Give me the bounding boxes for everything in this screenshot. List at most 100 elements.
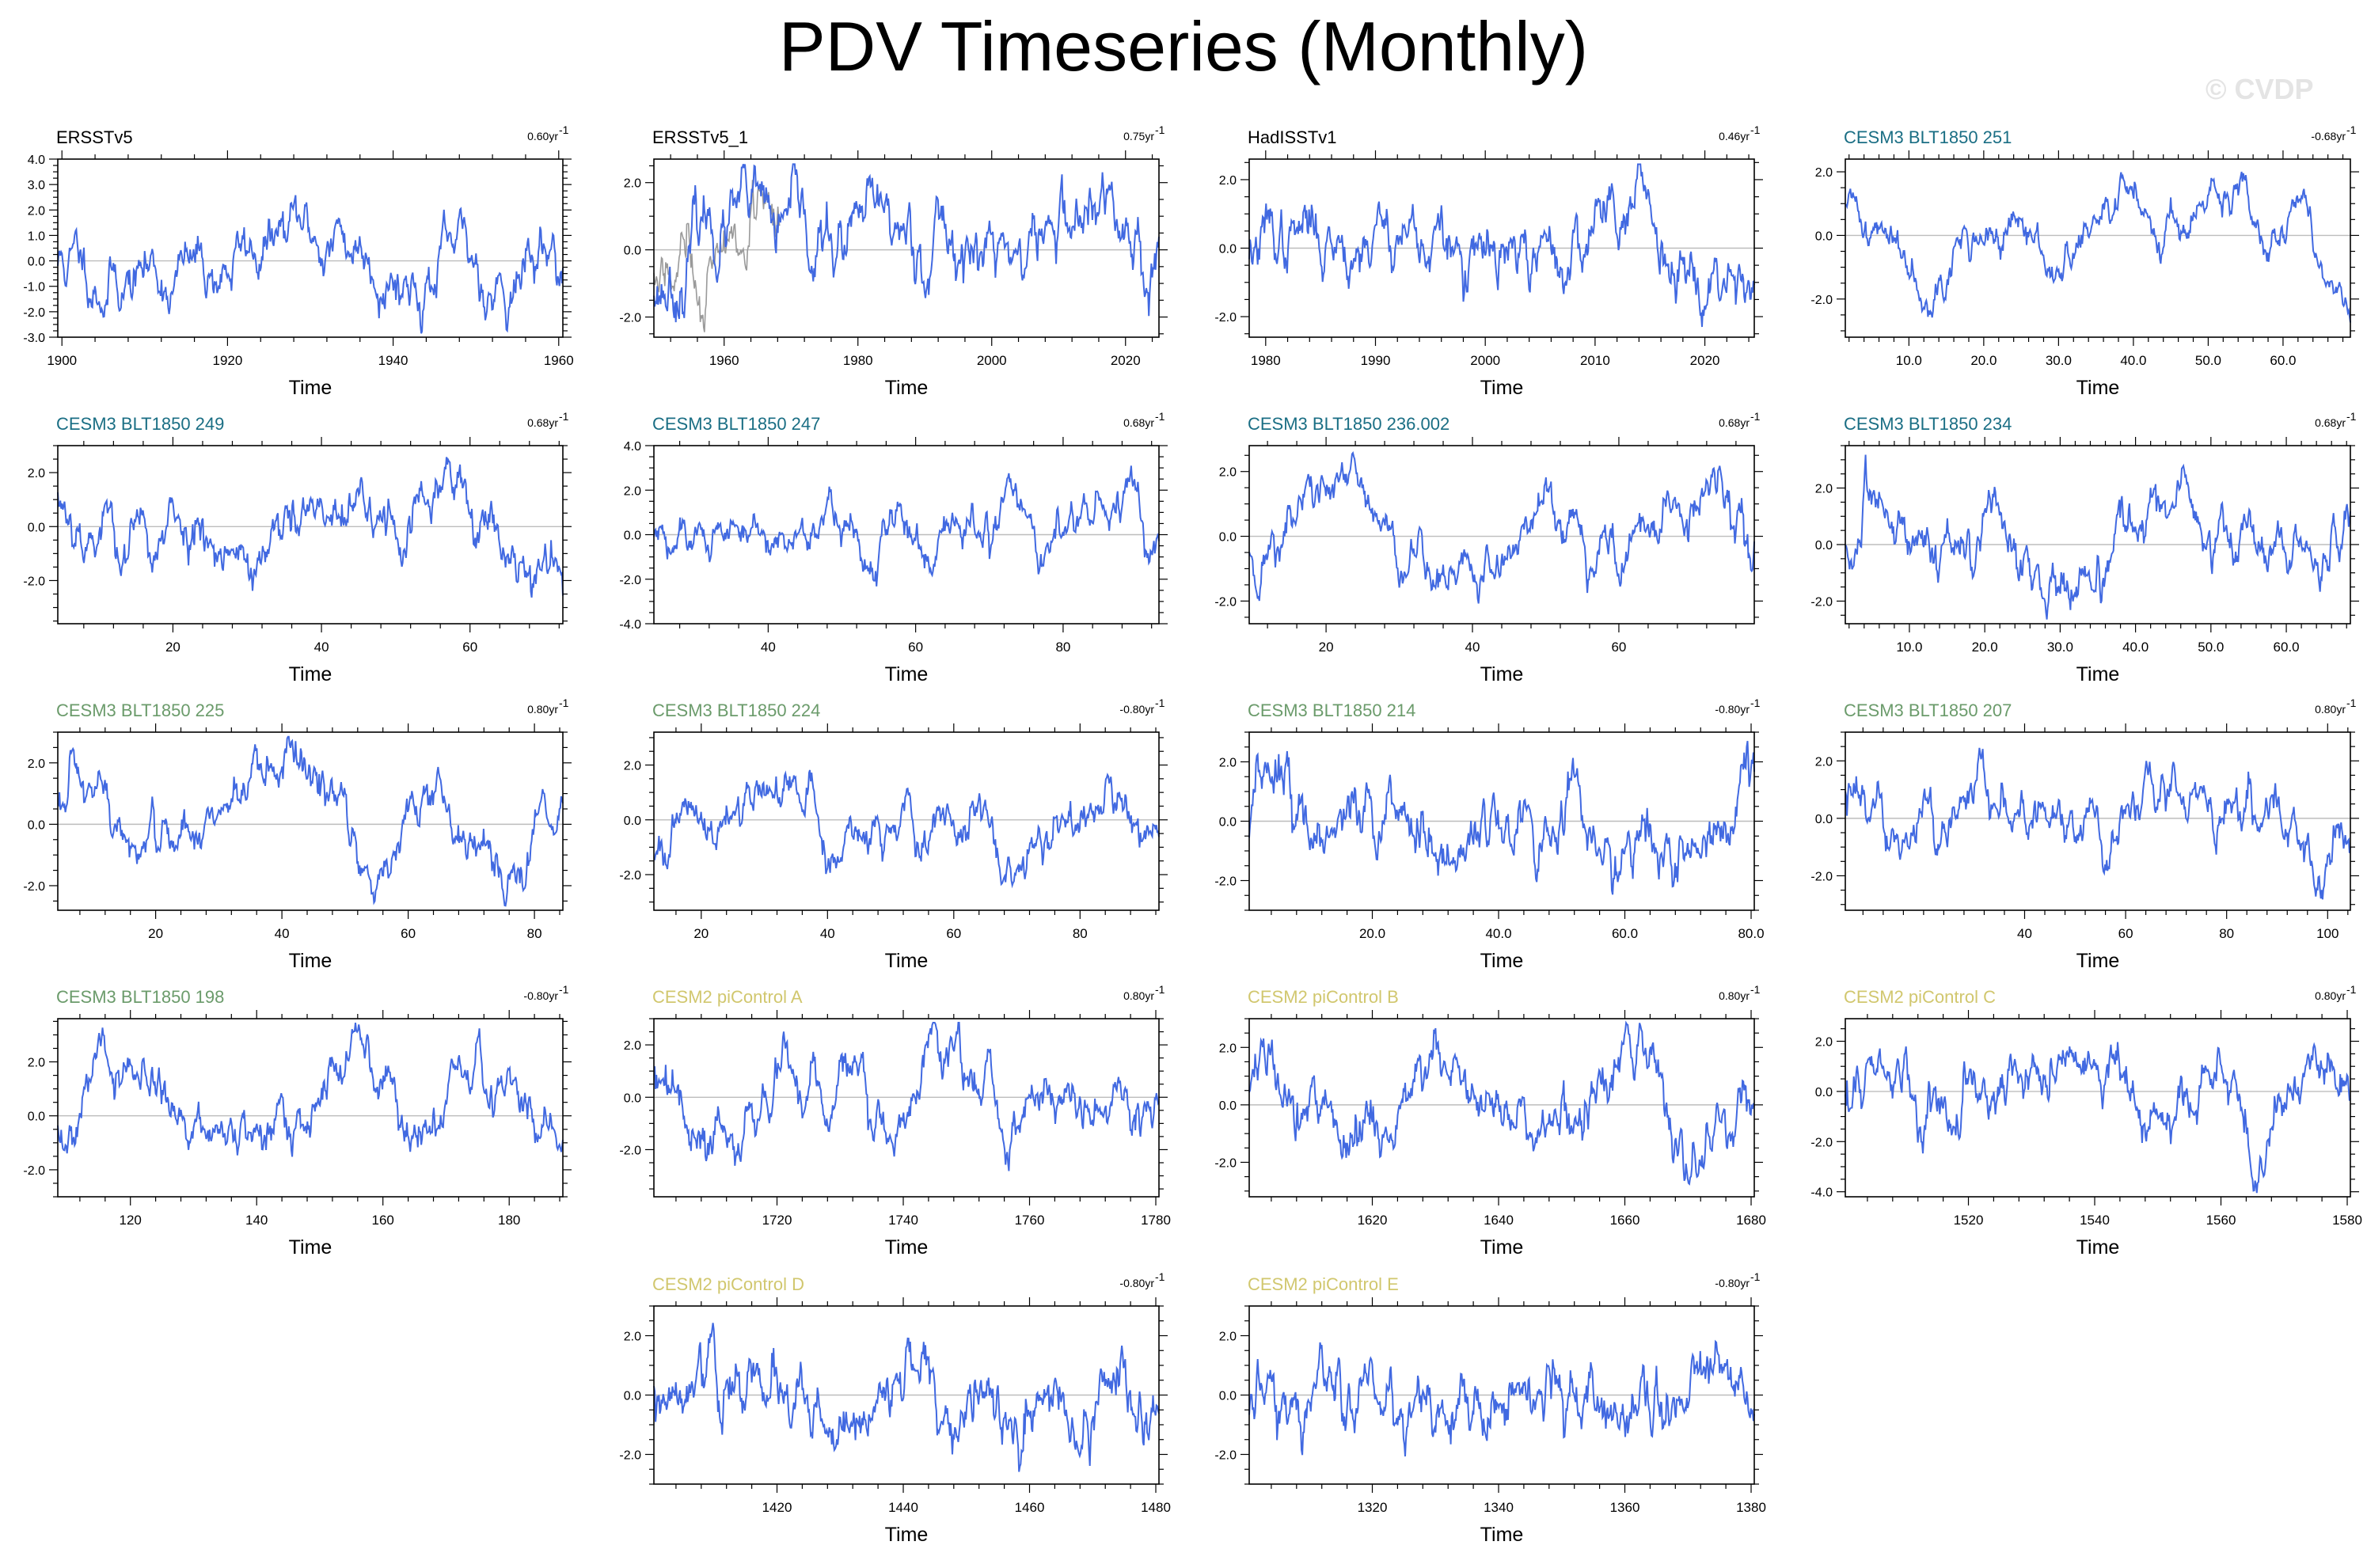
series-line (653, 465, 1160, 587)
x-tick-label: 50.0 (2198, 640, 2224, 655)
trend-superscript: -1 (2346, 410, 2357, 423)
series-line (57, 735, 564, 907)
y-tick-label: 2.0 (1219, 1331, 1237, 1344)
chart-panel: -2.0 0.0 2.0 120 140 160 180 Time CESM3 BLT1850 … (23, 983, 572, 1259)
plot-frame (1845, 1018, 2351, 1198)
trend-label: 0.46yr (1719, 130, 1750, 142)
x-tick-label: 160 (372, 1213, 394, 1228)
chart-panel: -2.0 0.0 2.0 1720 1740 1760 1780 Time CESM2 piCo… (619, 983, 1171, 1259)
y-tick-label: 0.0 (624, 245, 641, 258)
x-tick-label: 60 (946, 926, 961, 941)
trend-label: 0.68yr (527, 416, 558, 429)
x-tick-label: 1960 (709, 353, 739, 368)
trend-superscript: -1 (2346, 983, 2357, 996)
panel-title: HadISSTv1 (1248, 127, 1337, 147)
y-tick-label: 2.0 (624, 177, 641, 191)
x-tick-label: 60.0 (2270, 353, 2296, 368)
x-tick-label: 1940 (378, 353, 408, 368)
x-tick-label: 1580 (2332, 1213, 2362, 1228)
x-axis-label: Time (2076, 950, 2120, 972)
y-tick-label: 2.0 (28, 757, 45, 771)
x-tick-label: 2020 (1690, 353, 1720, 368)
trend-superscript: -1 (1750, 697, 1761, 709)
trend-label: -0.80yr (1715, 1277, 1750, 1289)
x-tick-label: 80 (527, 926, 542, 941)
x-tick-label: 1740 (888, 1213, 918, 1228)
x-tick-label: 30.0 (2046, 353, 2072, 368)
trend-label: 0.80yr (527, 703, 558, 716)
y-tick-label: 0.0 (1219, 1099, 1237, 1113)
plot-frame (57, 731, 564, 911)
trend-superscript: -1 (559, 983, 569, 996)
chart-panel: -2.0 0.0 2.0 20.0 40.0 60.0 80.0 Time CESM3 BLT1… (1214, 697, 1764, 972)
y-tick-label: 3.0 (28, 179, 45, 192)
x-tick-label: 1780 (1141, 1213, 1171, 1228)
y-tick-label: 1.0 (28, 230, 45, 243)
x-tick-label: 40.0 (1485, 926, 1511, 941)
trend-label: 0.80yr (2315, 989, 2346, 1002)
x-tick-label: 80.0 (1738, 926, 1764, 941)
x-tick-label: 1990 (1361, 353, 1391, 368)
x-tick-label: 40 (275, 926, 290, 941)
x-tick-label: 1520 (1954, 1213, 1984, 1228)
y-tick-label: 2.0 (1219, 757, 1237, 770)
x-tick-label: 100 (2316, 926, 2339, 941)
x-axis-label: Time (885, 950, 929, 972)
x-axis-label: Time (1480, 1524, 1524, 1546)
plot-frame (57, 1018, 564, 1198)
y-tick-label: 0.0 (624, 1092, 641, 1105)
y-tick-label: -2.0 (619, 1449, 641, 1463)
trend-superscript: -1 (1750, 123, 1761, 136)
x-tick-label: 80 (1073, 926, 1088, 941)
plot-frame (653, 1018, 1160, 1198)
series-line (1248, 741, 1755, 895)
y-tick-label: -2.0 (23, 1164, 45, 1178)
trend-superscript: -1 (1155, 410, 1165, 423)
chart-panel: -2.0 0.0 2.0 20 40 60 80 Time CESM3 BLT1850 224 -… (619, 697, 1168, 972)
x-tick-label: 1480 (1141, 1500, 1171, 1515)
x-tick-label: 60 (462, 640, 477, 655)
plot-frame (1248, 1018, 1755, 1198)
x-axis-label: Time (2076, 1236, 2120, 1259)
y-tick-label: 0.0 (1219, 243, 1237, 256)
series-line (1248, 451, 1755, 604)
x-tick-label: 1960 (544, 353, 574, 368)
x-tick-label: 10.0 (1896, 640, 1922, 655)
chart-panel: -2.0 0.0 2.0 20 40 60 80 Time CESM3 BLT1850 225 0… (23, 697, 572, 972)
series-line (1845, 1042, 2351, 1194)
x-axis-label: Time (1480, 1236, 1524, 1259)
chart-panel: -4.0 -2.0 0.0 2.0 4.0 40 60 80 Time CESM3 BLT1850… (619, 410, 1168, 685)
x-tick-label: 1340 (1484, 1500, 1514, 1515)
x-tick-label: 20 (1319, 640, 1334, 655)
x-tick-label: 20.0 (1970, 353, 1997, 368)
trend-label: 0.68yr (1719, 416, 1750, 429)
trend-superscript: -1 (2346, 697, 2357, 709)
y-tick-label: 0.0 (28, 1111, 45, 1124)
x-tick-label: 40 (314, 640, 329, 655)
trend-superscript: -1 (1155, 123, 1165, 136)
y-tick-label: 0.0 (1815, 1086, 1833, 1099)
series-line (1248, 1020, 1755, 1186)
y-tick-label: 2.0 (1219, 174, 1237, 188)
y-tick-label: 2.0 (1219, 466, 1237, 480)
y-tick-label: 2.0 (28, 467, 45, 480)
x-tick-label: 2000 (977, 353, 1007, 368)
trend-superscript: -1 (1155, 1270, 1165, 1283)
y-tick-label: 0.0 (28, 521, 45, 534)
y-tick-label: 0.0 (1219, 1390, 1237, 1403)
chart-panel: -2.0 0.0 2.0 1960 1980 2000 2020 Time ERSSTv5_1 0… (619, 123, 1168, 399)
x-tick-label: 2000 (1470, 353, 1500, 368)
trend-superscript: -1 (1750, 410, 1761, 423)
series-line (57, 457, 564, 598)
trend-label: 0.80yr (1123, 989, 1154, 1002)
y-tick-label: 0.0 (1219, 816, 1237, 830)
x-axis-label: Time (1480, 950, 1524, 972)
x-axis-label: Time (2076, 377, 2120, 399)
trend-label: 0.68yr (2315, 416, 2346, 429)
y-tick-label: 2.0 (624, 1039, 641, 1053)
x-tick-label: 20.0 (1359, 926, 1385, 941)
trend-label: 0.80yr (1719, 989, 1750, 1002)
trend-label: -0.80yr (523, 989, 558, 1002)
x-tick-label: 1680 (1736, 1213, 1766, 1228)
